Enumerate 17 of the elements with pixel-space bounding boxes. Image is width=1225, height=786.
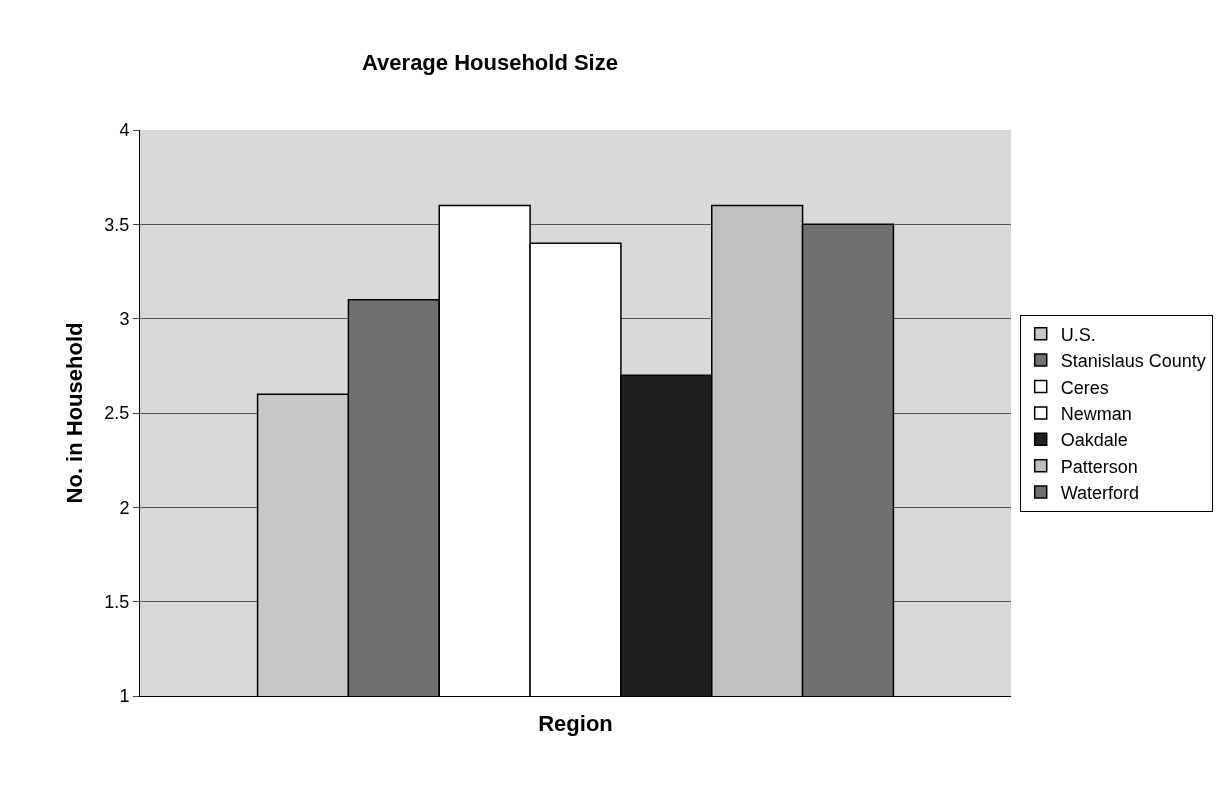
y-tick-label: 1 [119,686,130,707]
legend-label: Ceres [1060,377,1109,398]
chart-title: Average Household Size [362,50,618,76]
y-axis-title: No. in Household [62,322,88,504]
legend-label: Newman [1060,403,1132,424]
y-tick-label: 2.5 [104,403,130,424]
x-axis-title: Region [538,710,613,736]
legend-label: Waterford [1060,483,1140,504]
y-tick-label: 3 [119,308,130,329]
y-tick-label: 1.5 [104,591,130,612]
y-tick-label: 4 [119,120,130,141]
legend-label: Patterson [1060,456,1138,477]
y-tick-label: 2 [119,497,130,518]
legend-label: Oakdale [1060,430,1128,451]
legend-label: U.S. [1060,324,1096,345]
legend-label: Stanislaus County [1060,351,1206,372]
y-tick-label: 3.5 [104,214,130,235]
